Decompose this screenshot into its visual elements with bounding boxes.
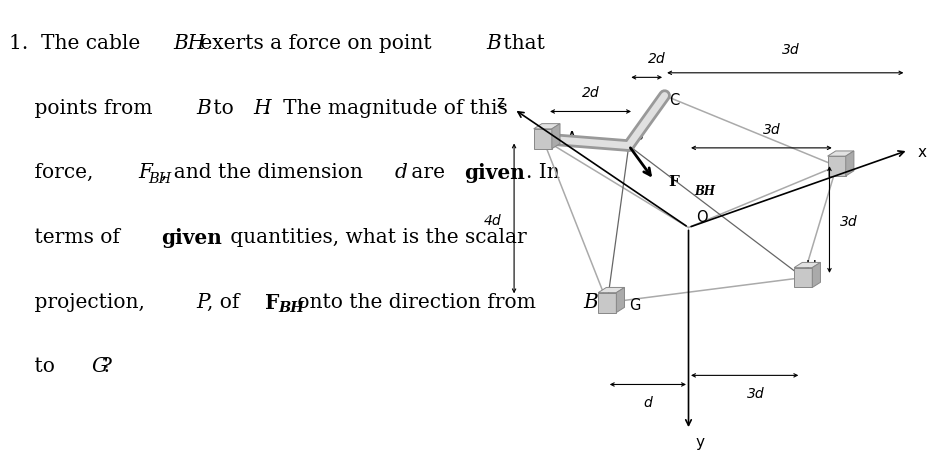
- Text: y: y: [695, 435, 704, 450]
- Text: A: A: [566, 131, 576, 146]
- Text: 3d: 3d: [763, 123, 780, 136]
- Text: BH: BH: [173, 34, 205, 53]
- Text: force,: force,: [9, 163, 100, 182]
- Text: . In: . In: [526, 163, 560, 182]
- Text: to: to: [207, 99, 240, 118]
- Text: to: to: [9, 357, 62, 376]
- Text: onto the direction from: onto the direction from: [291, 293, 542, 312]
- Polygon shape: [812, 263, 820, 288]
- Polygon shape: [616, 288, 624, 313]
- Text: B: B: [582, 293, 597, 312]
- Text: that: that: [497, 34, 545, 53]
- Text: P: P: [196, 293, 210, 312]
- Polygon shape: [826, 156, 845, 176]
- Text: given: given: [161, 228, 222, 248]
- Polygon shape: [794, 263, 820, 268]
- Text: 4d: 4d: [483, 214, 501, 228]
- Text: , of: , of: [207, 293, 245, 312]
- Text: G: G: [628, 298, 639, 313]
- Text: 2d: 2d: [581, 86, 599, 100]
- Text: F: F: [138, 163, 152, 182]
- Text: points from: points from: [9, 99, 159, 118]
- Text: D: D: [836, 162, 847, 177]
- Text: 1.  The cable: 1. The cable: [9, 34, 147, 53]
- Text: d: d: [394, 163, 407, 182]
- Polygon shape: [597, 288, 624, 293]
- Text: 2d: 2d: [647, 52, 665, 66]
- Polygon shape: [794, 268, 812, 288]
- Text: BH: BH: [278, 301, 303, 315]
- Text: projection,: projection,: [9, 293, 152, 312]
- Text: x: x: [917, 145, 926, 160]
- Polygon shape: [845, 151, 853, 176]
- Text: BH: BH: [149, 172, 171, 186]
- Text: ?: ?: [102, 357, 112, 376]
- Text: exerts a force on point: exerts a force on point: [194, 34, 438, 53]
- Text: B: B: [486, 34, 501, 53]
- Text: C: C: [668, 93, 679, 108]
- Text: H: H: [805, 260, 815, 275]
- Text: B: B: [196, 99, 211, 118]
- Text: F: F: [265, 293, 280, 313]
- Text: terms of: terms of: [9, 228, 126, 247]
- Text: O: O: [695, 210, 707, 225]
- Text: B: B: [633, 128, 643, 143]
- Text: .  The magnitude of this: . The magnitude of this: [264, 99, 507, 118]
- Text: 3d: 3d: [746, 387, 764, 400]
- Text: G: G: [91, 357, 107, 376]
- Text: H: H: [254, 99, 271, 118]
- Polygon shape: [826, 151, 853, 156]
- Text: z: z: [496, 95, 504, 110]
- Text: are: are: [405, 163, 451, 182]
- Polygon shape: [534, 129, 551, 149]
- Text: , and the dimension: , and the dimension: [161, 163, 369, 182]
- Text: 3d: 3d: [782, 43, 799, 57]
- Polygon shape: [597, 293, 616, 313]
- Text: F: F: [667, 176, 679, 189]
- Text: 3d: 3d: [839, 215, 856, 229]
- Text: d: d: [643, 396, 651, 410]
- Text: given: given: [463, 163, 524, 183]
- Text: quantities, what is the scalar: quantities, what is the scalar: [224, 228, 526, 247]
- Text: BH: BH: [694, 185, 715, 197]
- Polygon shape: [551, 124, 560, 149]
- Polygon shape: [534, 124, 560, 129]
